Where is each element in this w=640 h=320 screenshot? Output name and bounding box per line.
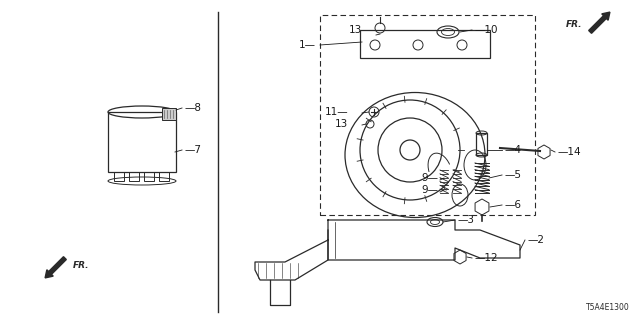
FancyArrow shape — [589, 12, 610, 33]
Bar — [129, 172, 139, 181]
Bar — [114, 172, 124, 181]
Text: —12: —12 — [474, 253, 498, 263]
Bar — [320, 15, 535, 215]
Text: —3: —3 — [457, 215, 474, 225]
Text: 11—: 11— — [324, 107, 348, 117]
Bar — [476, 133, 487, 155]
Bar — [159, 172, 169, 181]
FancyArrow shape — [45, 257, 67, 278]
Text: —14: —14 — [557, 147, 580, 157]
Text: FR.: FR. — [566, 20, 582, 28]
Text: 1—: 1— — [299, 40, 316, 50]
Text: FR.: FR. — [73, 261, 90, 270]
Text: —7: —7 — [184, 145, 201, 155]
Text: —6: —6 — [504, 200, 521, 210]
Text: —2: —2 — [527, 235, 544, 245]
Text: —4: —4 — [504, 145, 521, 155]
Text: —8: —8 — [184, 103, 201, 113]
Bar — [144, 172, 154, 181]
Bar — [360, 30, 490, 58]
Text: 9—: 9— — [421, 173, 438, 183]
Bar — [162, 108, 176, 120]
Text: —10: —10 — [474, 25, 497, 35]
Text: —5: —5 — [504, 170, 521, 180]
Text: 13: 13 — [349, 25, 362, 35]
Text: T5A4E1300: T5A4E1300 — [586, 303, 630, 312]
Text: 13: 13 — [335, 119, 348, 129]
Text: 9—: 9— — [421, 185, 438, 195]
Bar — [108, 112, 176, 172]
